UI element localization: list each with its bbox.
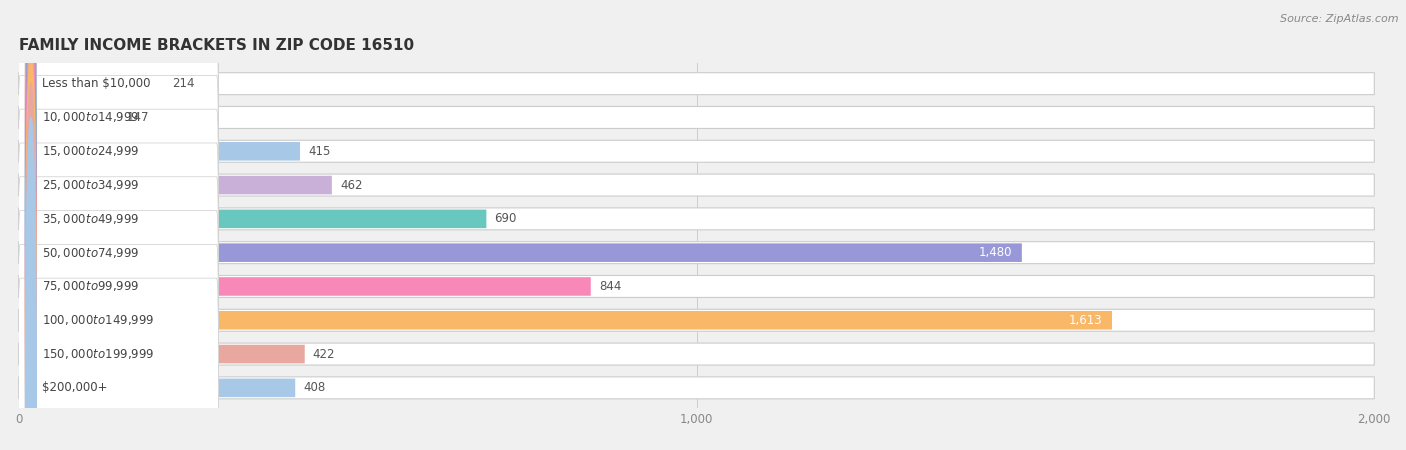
Circle shape: [25, 0, 37, 354]
Text: 422: 422: [314, 347, 336, 360]
FancyBboxPatch shape: [18, 208, 1374, 230]
FancyBboxPatch shape: [18, 210, 486, 228]
FancyBboxPatch shape: [18, 311, 1112, 329]
FancyBboxPatch shape: [18, 41, 219, 261]
FancyBboxPatch shape: [18, 244, 219, 450]
FancyBboxPatch shape: [18, 143, 219, 362]
Circle shape: [25, 0, 37, 450]
Circle shape: [25, 0, 37, 388]
FancyBboxPatch shape: [18, 378, 295, 397]
Circle shape: [25, 0, 37, 450]
Text: 844: 844: [599, 280, 621, 293]
Text: Source: ZipAtlas.com: Source: ZipAtlas.com: [1281, 14, 1399, 23]
FancyBboxPatch shape: [18, 345, 305, 363]
Circle shape: [25, 117, 37, 450]
FancyBboxPatch shape: [18, 76, 219, 295]
FancyBboxPatch shape: [18, 0, 219, 194]
FancyBboxPatch shape: [18, 140, 1374, 162]
Text: $75,000 to $99,999: $75,000 to $99,999: [42, 279, 139, 293]
Circle shape: [25, 16, 37, 450]
FancyBboxPatch shape: [18, 107, 1374, 128]
FancyBboxPatch shape: [18, 278, 219, 450]
Text: 408: 408: [304, 381, 326, 394]
Circle shape: [25, 0, 37, 450]
Text: FAMILY INCOME BRACKETS IN ZIP CODE 16510: FAMILY INCOME BRACKETS IN ZIP CODE 16510: [18, 37, 413, 53]
Text: 1,613: 1,613: [1069, 314, 1102, 327]
Text: 147: 147: [127, 111, 149, 124]
FancyBboxPatch shape: [18, 309, 1374, 331]
Text: 415: 415: [308, 145, 330, 158]
FancyBboxPatch shape: [18, 377, 1374, 399]
FancyBboxPatch shape: [18, 142, 299, 161]
FancyBboxPatch shape: [18, 242, 1374, 264]
FancyBboxPatch shape: [18, 109, 219, 328]
FancyBboxPatch shape: [18, 277, 591, 296]
Text: $200,000+: $200,000+: [42, 381, 108, 394]
Circle shape: [25, 0, 37, 422]
Text: 1,480: 1,480: [979, 246, 1012, 259]
FancyBboxPatch shape: [18, 177, 219, 396]
Text: Less than $10,000: Less than $10,000: [42, 77, 150, 90]
Circle shape: [25, 84, 37, 450]
Text: $100,000 to $149,999: $100,000 to $149,999: [42, 313, 155, 327]
Text: 462: 462: [340, 179, 363, 192]
Text: $35,000 to $49,999: $35,000 to $49,999: [42, 212, 139, 226]
Text: $15,000 to $24,999: $15,000 to $24,999: [42, 144, 139, 158]
FancyBboxPatch shape: [18, 174, 1374, 196]
FancyBboxPatch shape: [18, 108, 118, 127]
FancyBboxPatch shape: [18, 211, 219, 430]
Text: $50,000 to $74,999: $50,000 to $74,999: [42, 246, 139, 260]
Text: $10,000 to $14,999: $10,000 to $14,999: [42, 110, 139, 125]
FancyBboxPatch shape: [18, 275, 1374, 297]
Text: 690: 690: [495, 212, 517, 225]
FancyBboxPatch shape: [18, 343, 1374, 365]
FancyBboxPatch shape: [18, 176, 332, 194]
FancyBboxPatch shape: [18, 73, 1374, 94]
Text: $150,000 to $199,999: $150,000 to $199,999: [42, 347, 155, 361]
FancyBboxPatch shape: [18, 74, 163, 93]
FancyBboxPatch shape: [18, 243, 1022, 262]
Text: $25,000 to $34,999: $25,000 to $34,999: [42, 178, 139, 192]
Circle shape: [25, 50, 37, 450]
FancyBboxPatch shape: [18, 8, 219, 227]
Text: 214: 214: [172, 77, 194, 90]
